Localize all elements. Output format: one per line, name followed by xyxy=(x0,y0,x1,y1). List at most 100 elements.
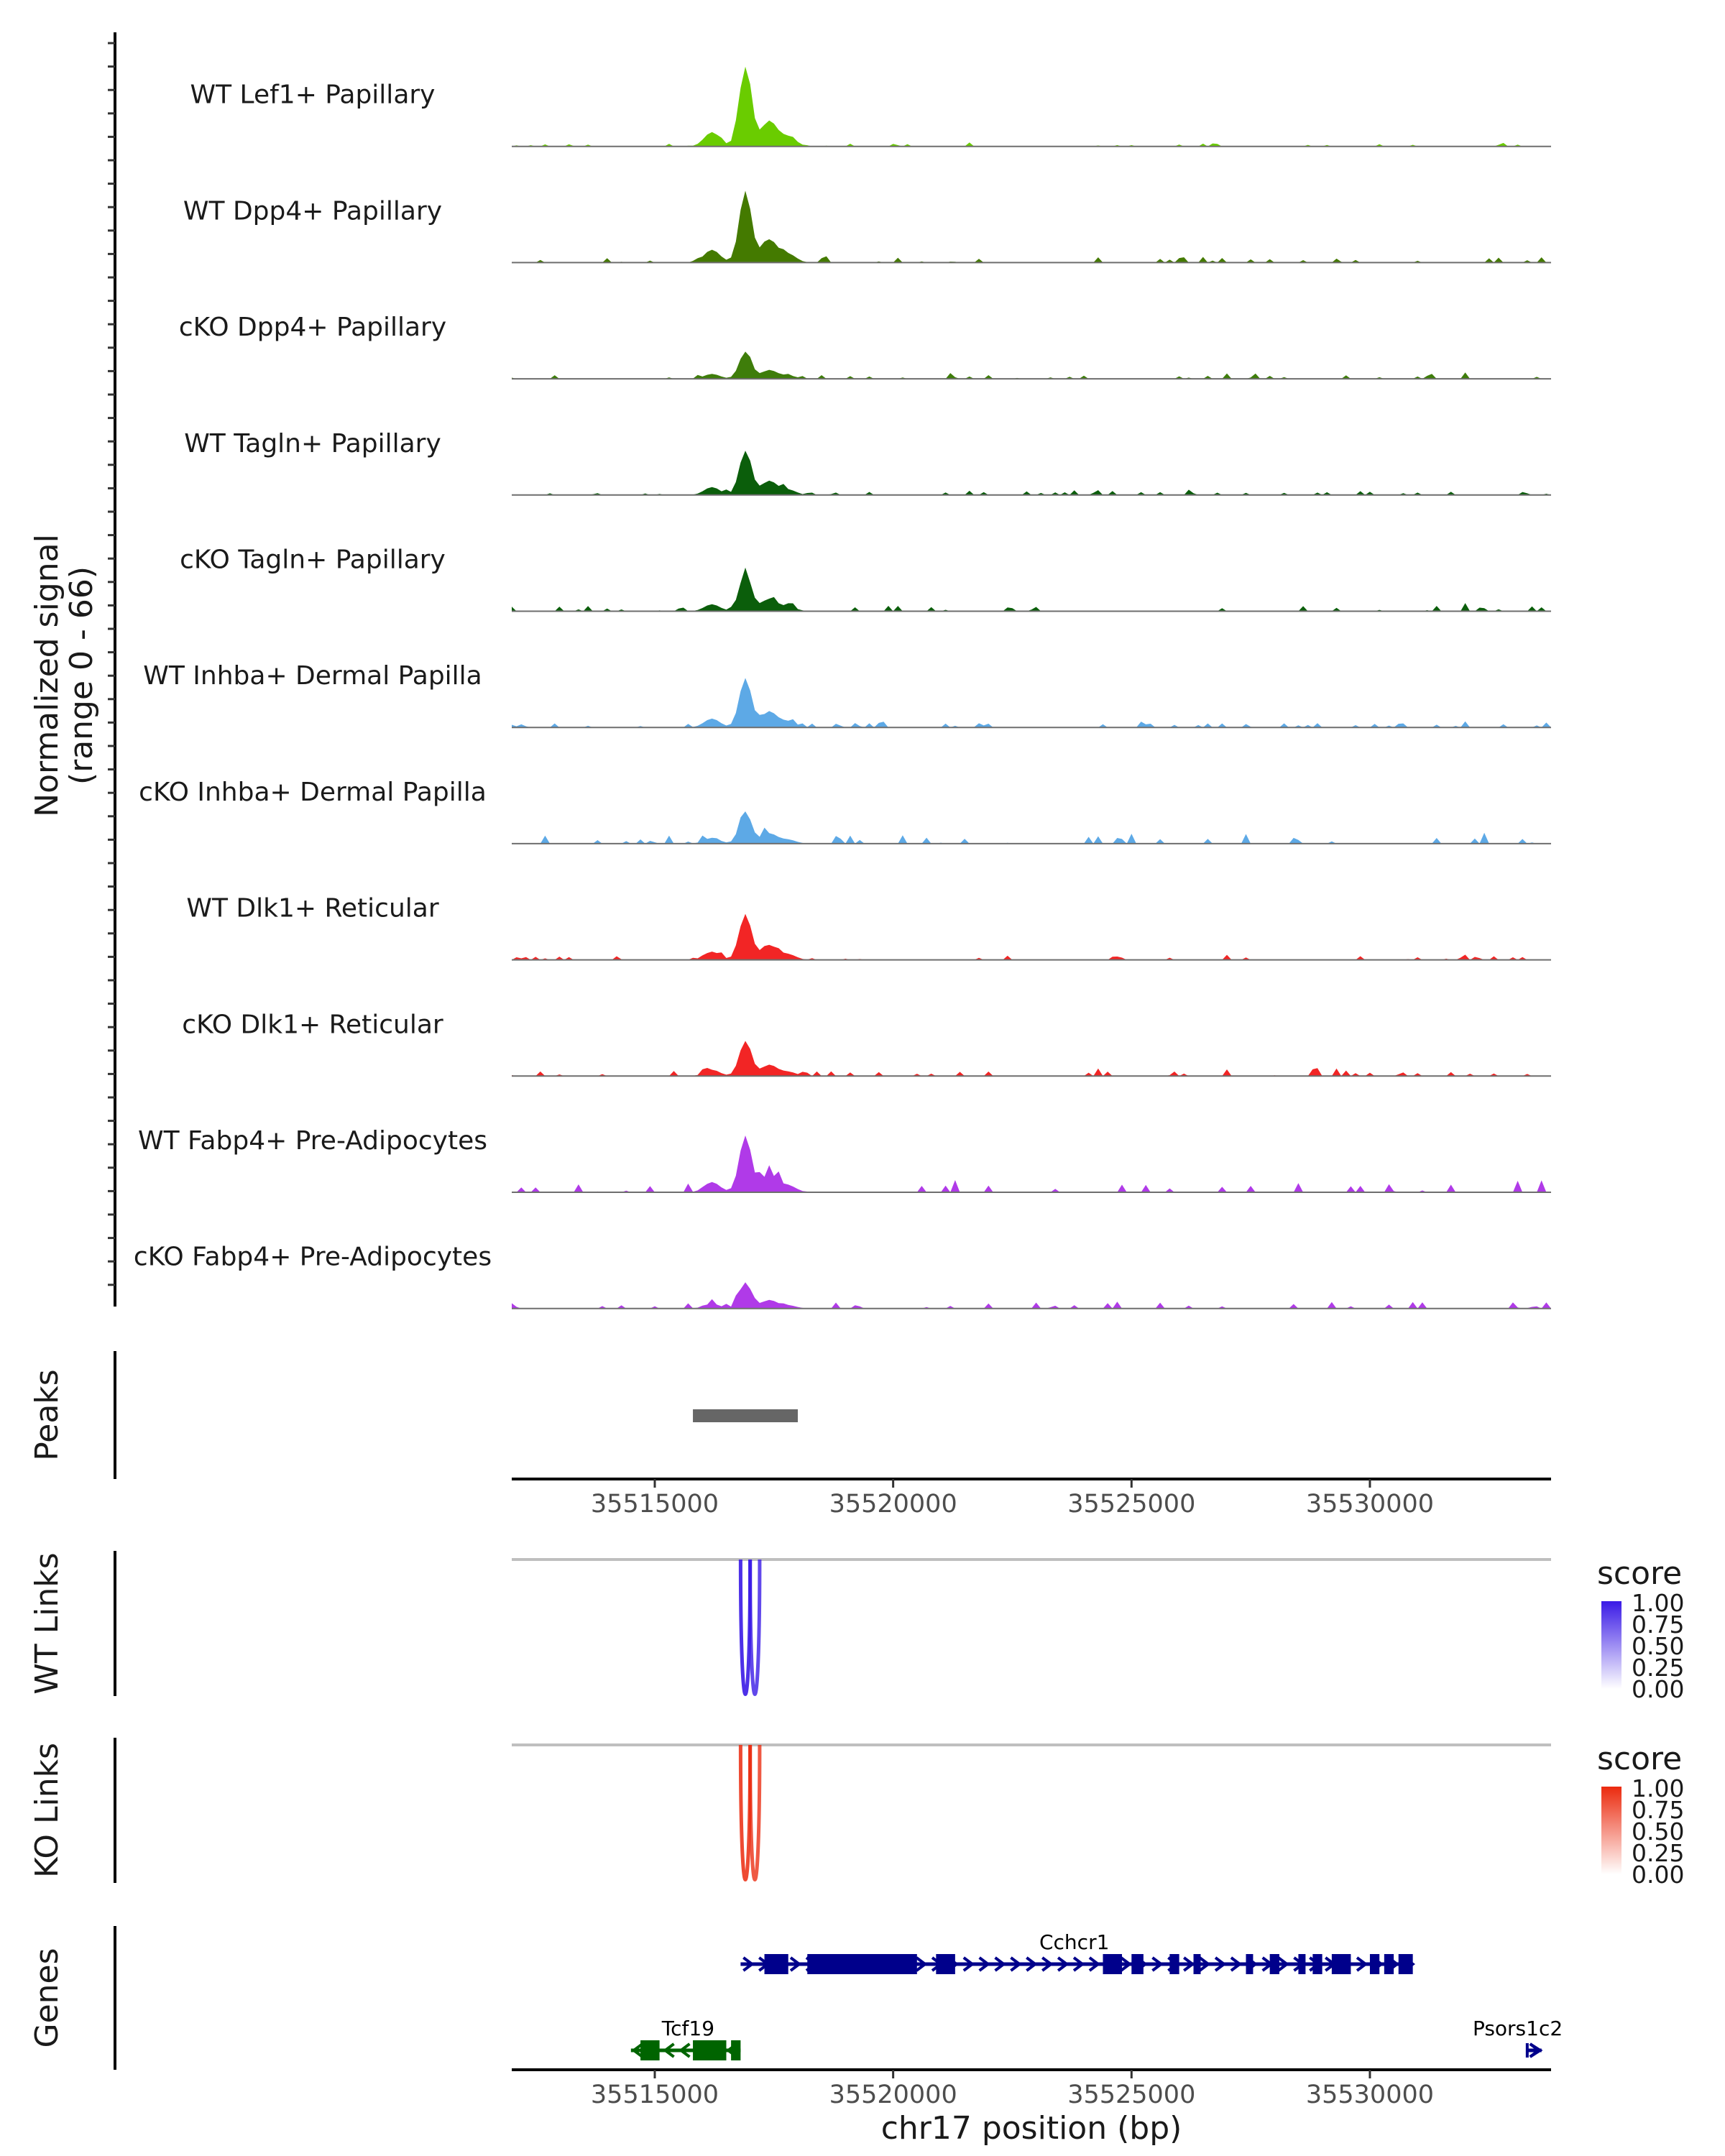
x-axis-ticks-bottom: 35515000 35520000 35525000 35530000 xyxy=(591,2070,1434,2109)
ko-legend-colorbar xyxy=(1601,1787,1622,1874)
coverage-track: WT Lef1+ Papillary xyxy=(190,66,1551,147)
gene-model: Tcf19 xyxy=(630,2017,741,2060)
gene-label: Psors1c2 xyxy=(1473,2017,1563,2040)
strand-arrow xyxy=(1183,1956,1195,1972)
legend-tick-label: 0.50 xyxy=(1632,1632,1684,1660)
strand-arrow xyxy=(1356,1956,1368,1972)
strand-arrow xyxy=(1026,1956,1038,1972)
strand-arrow xyxy=(1151,1956,1164,1972)
wt-legend-title: score xyxy=(1597,1555,1682,1592)
strand-arrow xyxy=(1120,1956,1133,1972)
coverage-area xyxy=(512,66,1551,147)
gene-models: Cchcr1 Tcf19 Psors1c2 xyxy=(630,1930,1563,2060)
gene-exon xyxy=(1103,1954,1123,1974)
track-label: WT Dpp4+ Papillary xyxy=(183,196,442,226)
gene-exon xyxy=(1269,1954,1279,1974)
coverage-tracks: WT Lef1+ Papillary WT Dpp4+ Papillary cKO … xyxy=(134,66,1551,1309)
coverage-track: WT Dlk1+ Reticular xyxy=(186,894,1551,961)
legend-tick-label: 1.00 xyxy=(1632,1774,1684,1802)
gene-exon xyxy=(764,1954,788,1974)
peak-regions xyxy=(693,1409,798,1422)
legend-tick-label: 0.75 xyxy=(1632,1611,1684,1639)
gene-exon xyxy=(1312,1954,1322,1974)
x-tick-label: 35525000 xyxy=(1067,1490,1195,1519)
strand-arrow xyxy=(1010,1956,1022,1972)
track-label: cKO Dpp4+ Papillary xyxy=(179,313,446,342)
coverage-track: cKO Tagln+ Papillary xyxy=(180,545,1551,612)
coverage-area xyxy=(512,451,1551,495)
x-tick-label: 35530000 xyxy=(1306,1490,1434,1519)
wt-legend-ticks: 1.000.750.500.250.00 xyxy=(1632,1589,1684,1703)
track-label: WT Fabp4+ Pre-Adipocytes xyxy=(138,1126,487,1156)
coverage-area xyxy=(512,190,1551,263)
wt-score-legend: score 1.000.750.500.250.00 xyxy=(1597,1555,1684,1703)
strand-arrow xyxy=(663,2042,675,2058)
coverage-track: WT Inhba+ Dermal Papilla xyxy=(143,661,1551,729)
track-label: cKO Dlk1+ Reticular xyxy=(182,1010,443,1039)
strand-arrow xyxy=(994,1956,1006,1972)
x-tick-label: 35525000 xyxy=(1067,2081,1195,2109)
gene-exon xyxy=(1169,1954,1179,1974)
coverage-track: WT Fabp4+ Pre-Adipocytes xyxy=(138,1126,1551,1193)
x-tick-label: 35520000 xyxy=(829,1490,957,1519)
genes-panel-label: Genes xyxy=(29,1948,65,2047)
coverage-area xyxy=(512,567,1551,612)
coverage-track: WT Dpp4+ Papillary xyxy=(183,190,1551,264)
strand-arrow xyxy=(1057,1956,1070,1972)
track-label: cKO Fabp4+ Pre-Adipocytes xyxy=(134,1243,492,1272)
gene-exon xyxy=(1246,1954,1254,1974)
peaks-panel-label: Peaks xyxy=(29,1369,65,1460)
legend-tick-label: 0.50 xyxy=(1632,1818,1684,1846)
peak-region xyxy=(693,1409,798,1422)
track-label: WT Inhba+ Dermal Papilla xyxy=(143,661,482,691)
gene-exon xyxy=(1131,1954,1144,1974)
gene-exon xyxy=(731,2040,741,2060)
strand-arrow xyxy=(742,1956,755,1972)
legend-tick-label: 0.00 xyxy=(1632,1861,1684,1889)
legend-tick-label: 0.00 xyxy=(1632,1675,1684,1703)
gene-exon xyxy=(1369,1954,1380,1974)
track-label: WT Dlk1+ Reticular xyxy=(186,894,438,923)
coverage-area xyxy=(512,913,1551,960)
legend-tick-label: 0.75 xyxy=(1632,1796,1684,1824)
gene-exon xyxy=(807,1954,917,1974)
strand-arrow xyxy=(789,1956,802,1972)
link-arc xyxy=(748,1559,762,1696)
strand-arrow xyxy=(978,1956,991,1972)
gene-exon xyxy=(1398,1954,1413,1974)
strand-arrow xyxy=(1230,1956,1243,1972)
gene-model: Psors1c2 xyxy=(1473,2017,1563,2058)
gene-model: Cchcr1 xyxy=(740,1930,1416,1974)
coverage-area xyxy=(512,1282,1551,1309)
coverage-track: cKO Fabp4+ Pre-Adipocytes xyxy=(134,1243,1551,1309)
strand-arrow xyxy=(631,2042,643,2058)
ko-links-panel-label: KO Links xyxy=(29,1743,65,1878)
strand-arrow xyxy=(1072,1956,1085,1972)
track-label: cKO Inhba+ Dermal Papilla xyxy=(139,778,487,807)
coverage-track: cKO Inhba+ Dermal Papilla xyxy=(139,778,1551,844)
wt-legend-colorbar xyxy=(1601,1601,1622,1689)
strand-arrow xyxy=(1214,1956,1227,1972)
strand-arrow xyxy=(678,2042,691,2058)
wt-link-arcs xyxy=(738,1559,762,1696)
link-arc xyxy=(748,1744,762,1881)
track-label: WT Lef1+ Papillary xyxy=(190,80,436,110)
legend-tick-label: 0.25 xyxy=(1632,1839,1684,1867)
gene-label: Cchcr1 xyxy=(1039,1930,1109,1954)
ko-link-arcs xyxy=(738,1744,762,1881)
coverage-area xyxy=(512,351,1551,379)
x-axis-ticks-top: 35515000 35520000 35525000 35530000 xyxy=(591,1479,1434,1519)
strand-arrow xyxy=(1277,1956,1289,1972)
ko-score-legend: score 1.000.750.500.250.00 xyxy=(1597,1741,1684,1889)
strand-arrow xyxy=(915,1956,928,1972)
coverage-y-axis-ticks xyxy=(108,42,115,1286)
ko-legend-ticks: 1.000.750.500.250.00 xyxy=(1632,1774,1684,1889)
coverage-area xyxy=(512,1135,1551,1192)
strand-arrow xyxy=(1529,2042,1543,2058)
x-axis-label: chr17 position (bp) xyxy=(881,2110,1182,2147)
gene-exon xyxy=(693,2040,727,2060)
gene-exon xyxy=(1298,1954,1306,1974)
track-label: cKO Tagln+ Papillary xyxy=(180,545,446,575)
legend-tick-label: 0.25 xyxy=(1632,1654,1684,1682)
